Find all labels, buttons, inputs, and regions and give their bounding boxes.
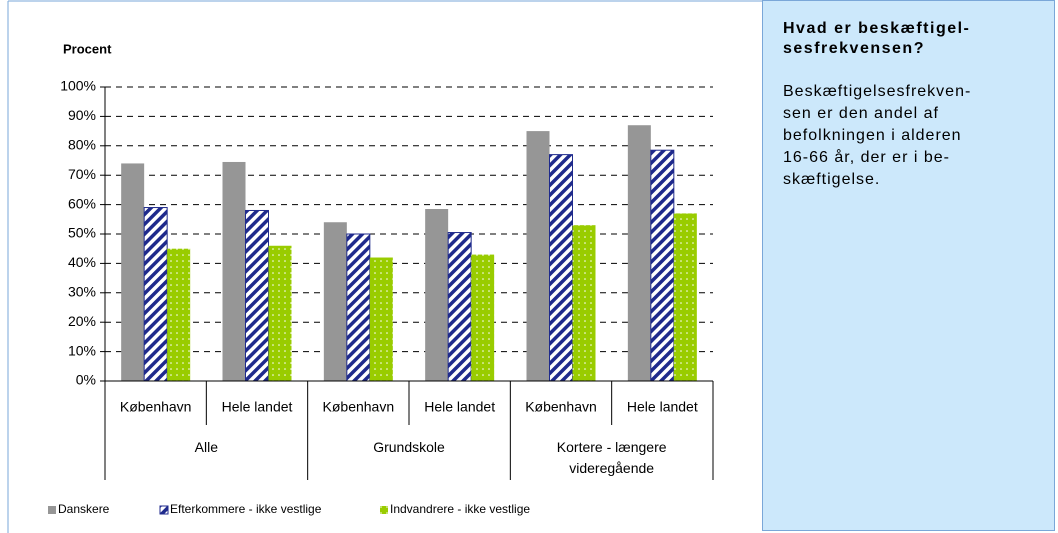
bar <box>627 125 651 381</box>
legend-label: Efterkommere - ikke vestlige <box>170 502 322 516</box>
x-tick-label: Hele landet <box>627 399 698 415</box>
bar <box>143 207 168 382</box>
bar <box>673 213 697 381</box>
x-tick-label: Hele landet <box>222 399 293 415</box>
y-tick-label: 70% <box>68 166 96 182</box>
body-line: befolkningen i alderen <box>783 127 962 144</box>
legend-label: Danskere <box>58 502 110 516</box>
bar <box>425 209 449 381</box>
group-label: Kortere - længere videregående <box>556 439 667 476</box>
y-tick-label: 30% <box>68 284 96 300</box>
bar <box>447 232 472 382</box>
bar <box>526 131 550 381</box>
body-line: Beskæftigelsesfrekven- <box>783 83 972 100</box>
bar <box>121 163 145 381</box>
sidebar: Hvad er beskæftigel-sesfrekvensen? Beskæ… <box>762 0 1055 531</box>
bar <box>572 225 596 381</box>
y-tick-label: 10% <box>68 342 96 358</box>
y-tick-label: 80% <box>68 137 96 153</box>
y-tick-label: 90% <box>68 107 96 123</box>
y-tick-label: 50% <box>68 225 96 241</box>
legend-swatch <box>48 506 56 514</box>
y-tick-label: 60% <box>68 195 96 211</box>
body-line: sen er den andel af <box>783 105 939 122</box>
bar <box>222 161 246 381</box>
sidebar-title: Hvad er beskæftigel-sesfrekvensen? <box>783 19 1054 59</box>
y-tick-label: 0% <box>76 372 96 388</box>
chart: Procent 0% 10% 20% 30% 40% 50% 60% 70% 80% 90% 100… <box>7 0 762 533</box>
group-label: Grundskole <box>373 439 445 455</box>
y-tick-label: 100% <box>60 78 96 94</box>
bar <box>346 233 371 382</box>
y-axis-title: Procent <box>63 41 112 56</box>
sidebar-body: Beskæftigelsesfrekven-sen er den andel a… <box>783 81 1054 191</box>
title-line: Hvad er beskæftigel- <box>783 20 971 37</box>
bar <box>268 245 292 381</box>
title-line: sesfrekvensen? <box>783 40 925 57</box>
bar <box>471 254 495 381</box>
group-label: Alle <box>194 439 218 455</box>
y-tick-label: 20% <box>68 313 96 329</box>
bar <box>167 248 191 381</box>
bar <box>549 154 573 382</box>
legend-label: Indvandrere - ikke vestlige <box>390 502 530 516</box>
x-tick-label: København <box>525 399 597 415</box>
body-line: 16-66 år, der er i be- <box>783 149 950 166</box>
x-tick-label: København <box>323 399 395 415</box>
bar <box>245 209 269 382</box>
bar <box>323 222 347 381</box>
legend-swatch <box>380 506 388 514</box>
bar <box>650 149 675 382</box>
legend-swatch <box>159 505 169 515</box>
body-line: skæftigelse. <box>783 171 881 188</box>
y-tick-label: 40% <box>68 254 96 270</box>
x-tick-label: Hele landet <box>424 399 495 415</box>
x-tick-label: København <box>120 399 192 415</box>
bar <box>369 257 393 381</box>
